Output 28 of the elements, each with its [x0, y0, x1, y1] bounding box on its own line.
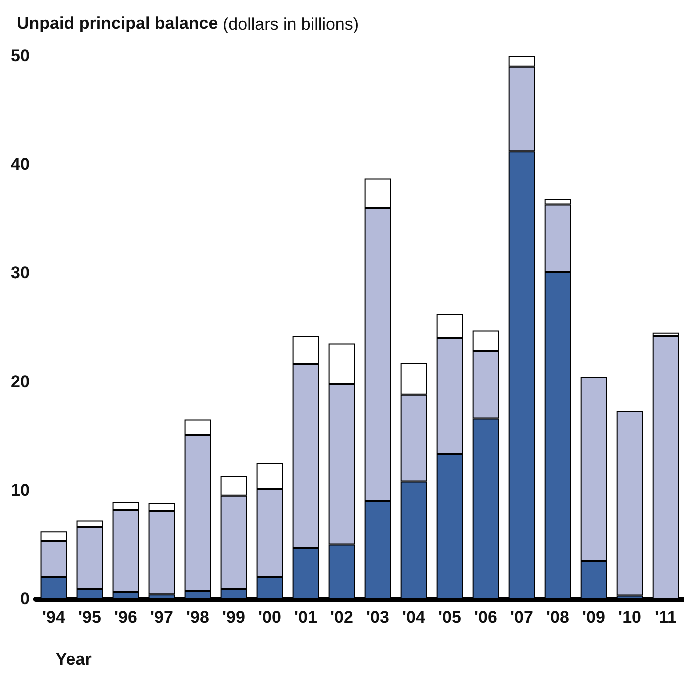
- x-tick-label: '08: [546, 608, 570, 627]
- x-tick-label: '05: [438, 608, 462, 627]
- chart-title: Unpaid principal balance: [17, 14, 218, 33]
- x-tick-label: '94: [42, 608, 66, 627]
- x-tick-label: '03: [366, 608, 390, 627]
- x-tick-label: '07: [510, 608, 534, 627]
- x-tick-label: '00: [258, 608, 282, 627]
- x-tick-label: '04: [402, 608, 426, 627]
- y-tick-label: 40: [10, 155, 30, 174]
- y-tick-label: 0: [20, 590, 30, 608]
- bar: [616, 411, 644, 596]
- x-axis-title: Year: [56, 650, 92, 669]
- x-tick-label: '09: [582, 608, 606, 627]
- x-tick-label: '98: [186, 608, 210, 627]
- x-tick-label: '97: [150, 608, 174, 627]
- x-tick-label: '02: [330, 608, 354, 627]
- chart-subtitle: (dollars in billions): [223, 15, 360, 34]
- y-tick-label: 20: [10, 372, 30, 392]
- y-tick-label: 10: [10, 480, 30, 500]
- y-tick-label: 50: [10, 46, 30, 66]
- x-tick-label: '01: [294, 608, 318, 627]
- y-tick-label: 30: [10, 264, 30, 283]
- x-tick-label: '10: [618, 608, 642, 627]
- x-tick-label: '96: [114, 608, 138, 627]
- x-tick-label: '99: [222, 608, 246, 627]
- x-tick-label: '11: [654, 608, 678, 627]
- x-tick-label: '06: [474, 608, 498, 627]
- x-tick-label: '95: [78, 608, 102, 627]
